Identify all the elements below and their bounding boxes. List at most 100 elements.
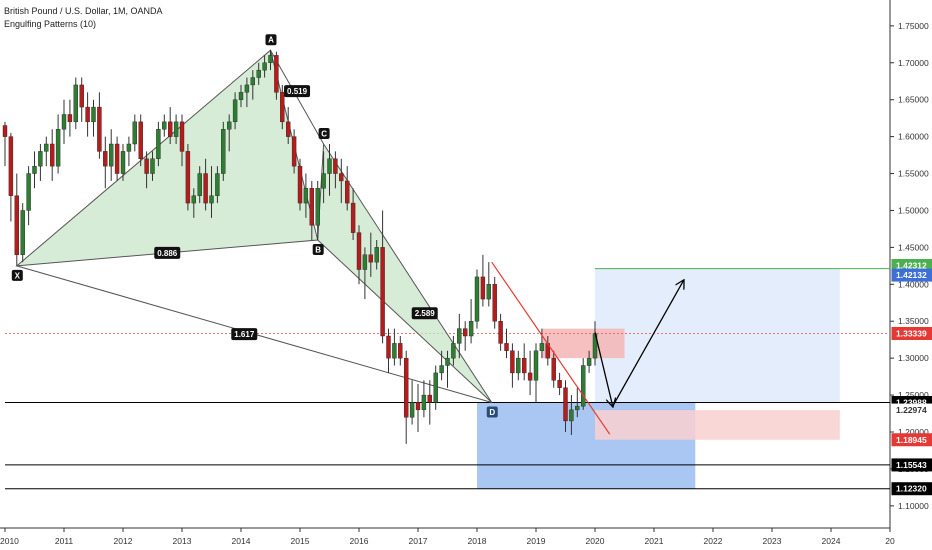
candle-body xyxy=(250,77,256,86)
candle-body xyxy=(44,143,49,152)
candle-body xyxy=(167,121,173,137)
candle-body xyxy=(551,357,556,381)
candle-body xyxy=(61,114,67,130)
candle-body xyxy=(421,394,427,411)
ratio-badge xyxy=(154,246,181,259)
candle-body xyxy=(67,114,73,123)
pattern-point-x xyxy=(11,269,23,281)
candle-body xyxy=(533,350,539,381)
price-tick-label: 1.60000 xyxy=(898,132,929,142)
candle-body xyxy=(345,180,350,204)
harmonic-triangle-bcd xyxy=(317,142,493,403)
candle-body xyxy=(103,151,108,167)
candle-body xyxy=(339,173,344,182)
candle-body xyxy=(522,357,527,374)
candle-body xyxy=(404,357,409,418)
pattern-point-d xyxy=(486,406,498,418)
candle-body xyxy=(150,158,155,174)
price-tick-label: 1.65000 xyxy=(898,95,929,105)
candle-body xyxy=(297,165,303,204)
candle-body xyxy=(498,321,503,344)
candle-body xyxy=(173,121,179,137)
candle-body xyxy=(374,247,379,263)
candle-body xyxy=(120,151,126,174)
time-tick-label: 2019 xyxy=(527,536,546,546)
candle-body xyxy=(215,173,220,196)
candle-body xyxy=(238,92,244,100)
price-tick-label: 1.70000 xyxy=(898,58,929,68)
candle-body xyxy=(409,402,415,418)
candle-body xyxy=(108,143,114,167)
candle-body xyxy=(138,121,143,159)
candle-body xyxy=(474,276,480,322)
candle-body xyxy=(392,343,397,359)
time-tick-label: 2012 xyxy=(114,536,133,546)
time-tick-label: 2016 xyxy=(350,536,369,546)
time-tick-label: 2017 xyxy=(409,536,428,546)
ratio-badge xyxy=(231,328,258,341)
ratio-label: 0.519 xyxy=(287,87,308,96)
indicator-legend: Engulfing Patterns (10) xyxy=(4,19,97,29)
price-label-badge xyxy=(891,268,932,282)
price-tick-label: 1.25000 xyxy=(898,390,929,400)
price-label-text: 1.18945 xyxy=(896,435,927,445)
candle-body xyxy=(203,173,208,204)
price-label-badge xyxy=(891,458,932,472)
candle-body xyxy=(398,343,403,359)
pattern-point-c xyxy=(318,128,330,139)
price-label-badge xyxy=(891,433,932,447)
price-tick-label: 1.40000 xyxy=(898,279,929,289)
candle-body xyxy=(26,173,31,211)
candle-body xyxy=(380,247,385,337)
candle-body xyxy=(586,357,592,366)
candle-body xyxy=(244,84,250,93)
time-tick-label: 2014 xyxy=(232,536,251,546)
candle-body xyxy=(156,129,161,159)
ratio-badge xyxy=(284,85,311,98)
candle-body xyxy=(457,328,462,344)
price-label-text: 1.22974 xyxy=(896,405,927,415)
candle-body xyxy=(197,173,202,196)
candle-body xyxy=(516,357,521,374)
pattern-point-label: X xyxy=(15,271,21,280)
candle-body xyxy=(79,84,84,108)
candle-body xyxy=(232,99,238,123)
candle-body xyxy=(179,121,185,152)
price-label-badge xyxy=(891,403,932,417)
chart-title: British Pound / U.S. Dollar, 1M, OANDA xyxy=(4,6,163,16)
candle-body xyxy=(280,92,285,123)
candle-body xyxy=(85,106,90,123)
price-label-badge xyxy=(891,326,932,340)
harmonic-triangle-xab xyxy=(15,49,319,267)
candle-body xyxy=(433,372,438,403)
candle-body xyxy=(144,158,149,174)
pattern-point-label: D xyxy=(489,408,495,417)
candle-body xyxy=(356,232,362,270)
candle-body xyxy=(73,84,79,123)
candle-body xyxy=(386,335,391,359)
time-tick-label: 2023 xyxy=(763,536,782,546)
candle-body xyxy=(38,151,43,167)
candle-body xyxy=(162,121,167,130)
candle-body xyxy=(368,254,373,263)
price-label-badge xyxy=(891,482,932,496)
candle-body xyxy=(557,380,562,388)
pattern-point-b xyxy=(312,244,324,255)
candle-body xyxy=(581,365,586,407)
candle-body xyxy=(286,121,291,137)
candle-body xyxy=(463,328,468,337)
candle-body xyxy=(256,69,261,78)
candle-body xyxy=(539,343,545,351)
pattern-point-label: B xyxy=(315,246,321,255)
candle-body xyxy=(97,106,102,152)
projection-arrow xyxy=(612,281,684,407)
candle-body xyxy=(315,188,320,226)
candle-body xyxy=(527,372,533,381)
candle-body xyxy=(350,202,356,233)
ratio-label: 0.886 xyxy=(157,249,178,258)
candle-body xyxy=(309,188,314,226)
time-tick-label: 2010 xyxy=(0,536,19,546)
candle-body xyxy=(114,143,120,174)
price-label-text: 1.42132 xyxy=(896,270,927,280)
